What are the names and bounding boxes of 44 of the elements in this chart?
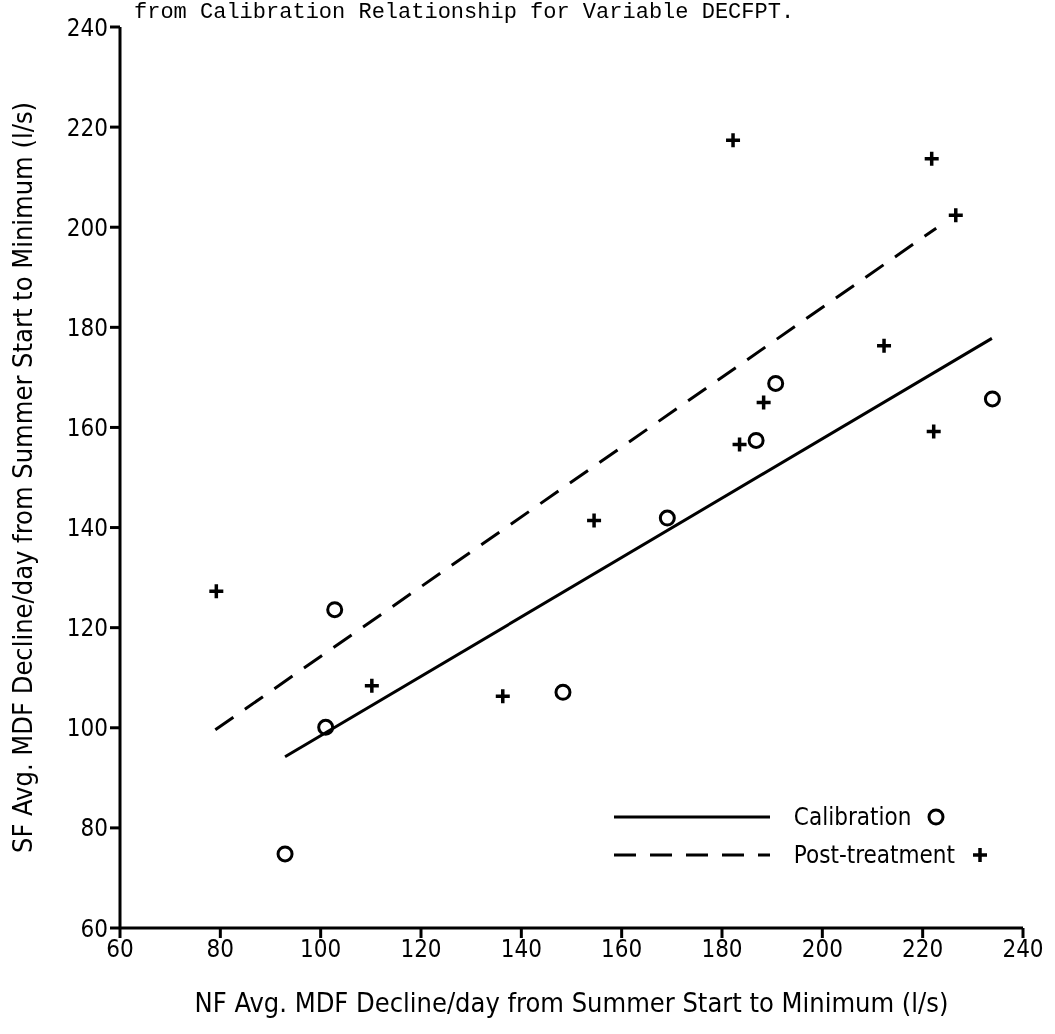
x-tick-label: 140 [500,935,542,964]
y-tick-label: 60 [80,914,108,943]
x-tick-label: 180 [701,935,743,964]
y-tick-label: 120 [66,614,108,643]
point [922,149,941,168]
x-tick-label: 220 [902,935,944,964]
point [724,131,742,149]
y-tick-label: 140 [66,514,108,543]
x-tick-label: 80 [206,935,235,964]
y-tick-label: 240 [66,13,108,42]
point [947,206,965,224]
y-tick-label: 180 [66,313,108,342]
point [924,422,943,441]
point [554,683,572,701]
point [317,718,335,736]
point [326,601,344,619]
legend-label: Calibration [792,803,913,831]
y-axis-title: SF Avg. MDF Decline/day from Summer Start to Minimum (l/s) [6,101,38,854]
x-tick-label: 120 [400,935,442,964]
y-tick-label: 80 [80,814,108,843]
x-tick-label: 100 [300,935,342,964]
point [585,511,603,530]
y-tick-label: 100 [66,714,108,743]
point [754,393,773,412]
point [983,390,1001,408]
y-tick-label: 200 [66,213,108,242]
x-tick-label: 200 [801,935,843,964]
x-tick-label: 60 [106,935,134,964]
x-tick-label: 160 [601,935,643,964]
legend-label: Post-treatment [792,841,956,869]
x-tick-label: 240 [1002,935,1044,964]
y-tick-label: 220 [66,113,108,142]
point [747,431,765,449]
point [767,374,785,392]
point [658,509,676,527]
point [730,435,749,454]
chart-title: from Calibration Relationship for Variable DECFPT. [134,0,795,25]
point [276,845,294,863]
point [494,687,512,705]
point [875,337,893,355]
point [363,676,381,695]
point [207,582,226,600]
x-axis-title: NF Avg. MDF Decline/day from Summer Start to Minimum (l/s) [194,987,949,1018]
y-tick-label: 160 [66,413,108,442]
